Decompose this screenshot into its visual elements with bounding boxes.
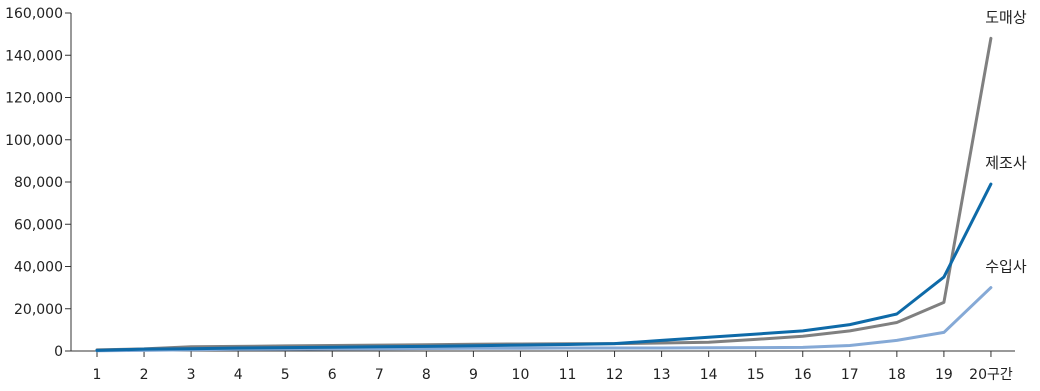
x-tick-label: 6 bbox=[328, 367, 337, 383]
x-tick-label: 8 bbox=[422, 367, 431, 383]
x-tick-label: 4 bbox=[234, 367, 243, 383]
y-tick-label: 140,000 bbox=[5, 48, 63, 64]
series-label: 도매상 bbox=[985, 8, 1027, 26]
series-lines bbox=[95, 36, 993, 353]
y-tick-label: 100,000 bbox=[5, 133, 63, 149]
series-label: 제조사 bbox=[985, 154, 1027, 172]
x-tick-label: 12 bbox=[606, 367, 624, 383]
y-tick-label: 0 bbox=[54, 344, 63, 360]
series-line-2 bbox=[95, 286, 993, 353]
x-tick-label: 16 bbox=[794, 367, 812, 383]
x-tick-label: 14 bbox=[700, 367, 718, 383]
x-tick-label: 1 bbox=[93, 367, 102, 383]
series-line-1 bbox=[95, 182, 993, 352]
y-tick-label: 60,000 bbox=[14, 217, 63, 233]
y-tick-label: 40,000 bbox=[14, 260, 63, 276]
x-tick-label: 15 bbox=[747, 367, 765, 383]
x-tick-label: 11 bbox=[559, 367, 577, 383]
x-tick-label: 20구간 bbox=[969, 367, 1013, 383]
x-tick-label: 2 bbox=[140, 367, 149, 383]
x-axis: 1 2 3 4 5 6 7 8 9 10 11 12 13 14 15 16 17 18 19 20구간 bbox=[71, 350, 1015, 383]
x-tick-label: 5 bbox=[281, 367, 290, 383]
x-tick-label: 18 bbox=[888, 367, 906, 383]
x-tick-label: 7 bbox=[375, 367, 384, 383]
series-line-0 bbox=[95, 36, 993, 352]
x-tick-label: 17 bbox=[841, 367, 859, 383]
x-tick-label: 13 bbox=[653, 367, 671, 383]
series-label: 수입사 bbox=[985, 258, 1027, 276]
x-tick-label: 9 bbox=[469, 367, 478, 383]
x-tick-label: 19 bbox=[935, 367, 953, 383]
y-axis: 0 20,000 40,000 60,000 80,000 100,000 120,000 1… bbox=[5, 6, 72, 360]
y-tick-label: 80,000 bbox=[14, 175, 63, 191]
y-tick-label: 120,000 bbox=[5, 91, 63, 107]
y-tick-label: 160,000 bbox=[5, 6, 63, 22]
x-tick-label: 10 bbox=[512, 367, 530, 383]
y-tick-label: 20,000 bbox=[14, 302, 63, 318]
x-tick-label: 3 bbox=[187, 367, 196, 383]
